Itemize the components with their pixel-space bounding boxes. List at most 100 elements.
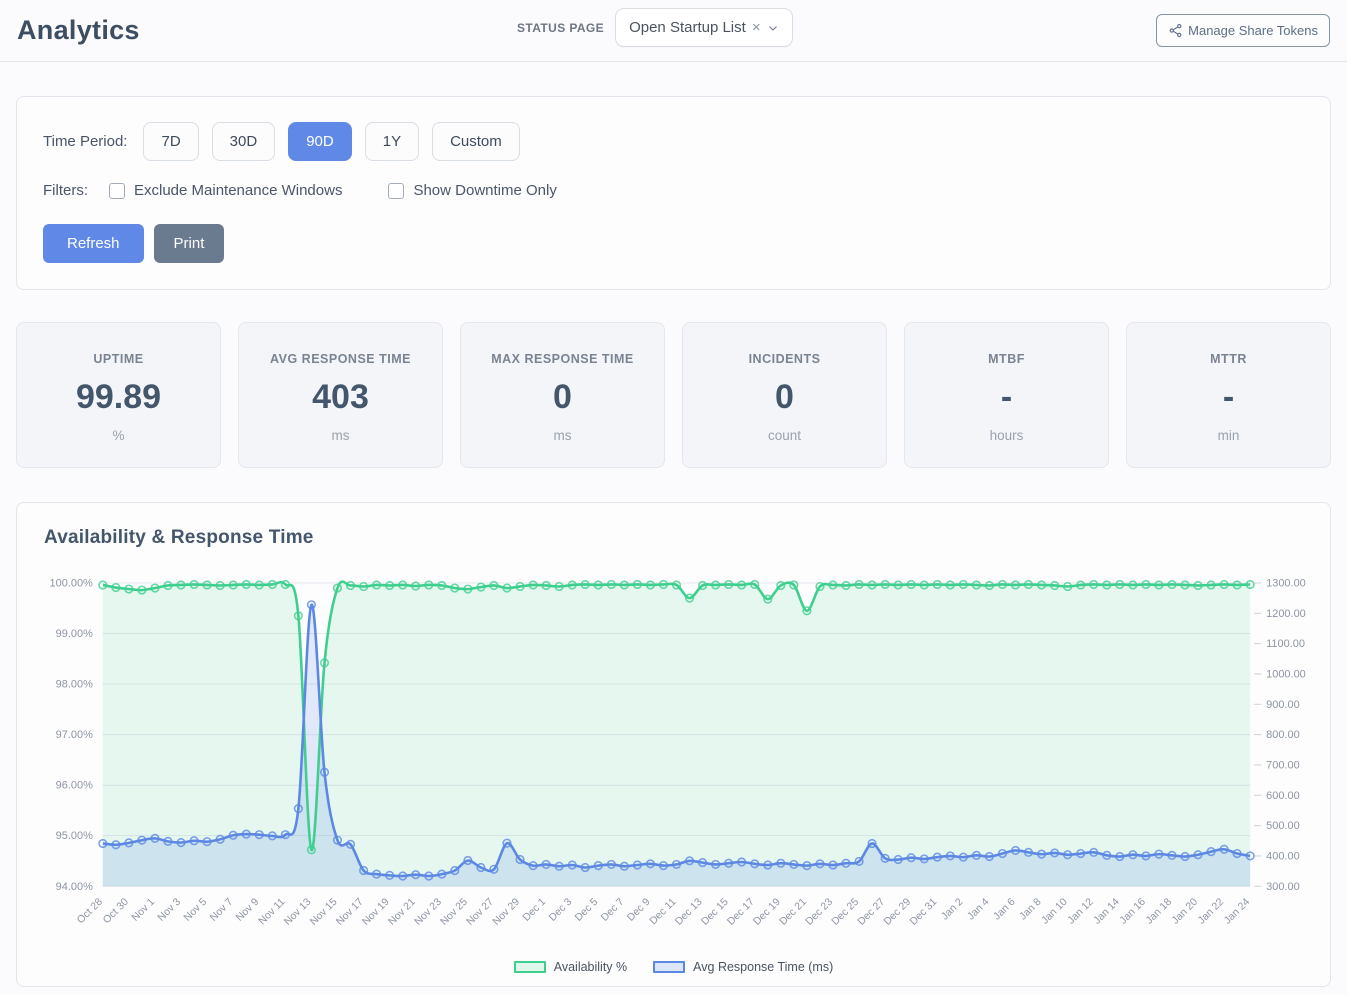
svg-text:900.00: 900.00: [1266, 699, 1300, 711]
svg-text:94.00%: 94.00%: [56, 881, 93, 893]
svg-text:98.00%: 98.00%: [56, 679, 93, 691]
svg-text:Dec 19: Dec 19: [752, 896, 783, 927]
availability-response-chart: 94.00% 95.00% 96.00% 97.00% 98.00% 99.00% 100.…: [50, 577, 1306, 927]
period-button-custom[interactable]: Custom: [432, 122, 520, 161]
time-period-label: Time Period:: [43, 133, 128, 150]
stat-title: MAX RESPONSE TIME: [491, 352, 634, 366]
svg-text:Nov 1: Nov 1: [130, 896, 157, 923]
svg-text:Dec 21: Dec 21: [778, 896, 809, 927]
svg-text:Jan 18: Jan 18: [1144, 896, 1174, 926]
manage-share-tokens-button[interactable]: Manage Share Tokens: [1156, 14, 1330, 47]
svg-text:Dec 3: Dec 3: [547, 896, 574, 923]
filters-label: Filters:: [43, 182, 88, 199]
svg-text:Nov 17: Nov 17: [334, 896, 365, 927]
svg-text:Nov 3: Nov 3: [156, 896, 183, 923]
svg-text:96.00%: 96.00%: [56, 780, 93, 792]
filters-panel: Time Period: 7D 30D 90D 1Y Custom Filter…: [16, 96, 1331, 290]
status-page-label: STATUS PAGE: [517, 20, 605, 35]
stats-row: UPTIME 99.89 % AVG RESPONSE TIME 403 ms …: [16, 322, 1331, 468]
svg-text:Jan 2: Jan 2: [940, 896, 966, 922]
chevron-down-icon: [768, 25, 777, 31]
manage-share-tokens-label: Manage Share Tokens: [1188, 23, 1318, 38]
stat-card-incidents: INCIDENTS 0 count: [682, 322, 887, 468]
stat-unit: hours: [989, 428, 1024, 443]
show-downtime-checkbox[interactable]: [388, 182, 405, 199]
svg-text:Oct 28: Oct 28: [75, 896, 105, 926]
stat-value: -: [1222, 378, 1235, 416]
stat-unit: ms: [553, 428, 572, 443]
svg-text:Dec 25: Dec 25: [830, 896, 861, 927]
svg-text:Dec 17: Dec 17: [726, 896, 757, 927]
stat-title: MTTR: [1210, 352, 1247, 366]
svg-text:Jan 16: Jan 16: [1118, 896, 1148, 926]
svg-text:300.00: 300.00: [1266, 881, 1300, 893]
svg-text:400.00: 400.00: [1266, 850, 1300, 862]
svg-text:1300.00: 1300.00: [1266, 577, 1306, 589]
svg-text:1100.00: 1100.00: [1266, 638, 1305, 650]
svg-text:Dec 11: Dec 11: [648, 896, 679, 927]
svg-text:Nov 13: Nov 13: [282, 896, 313, 927]
svg-text:Nov 5: Nov 5: [182, 896, 209, 923]
svg-text:Dec 23: Dec 23: [804, 896, 835, 927]
stat-value: 0: [553, 378, 572, 416]
svg-text:Jan 14: Jan 14: [1092, 896, 1122, 926]
period-button-7d[interactable]: 7D: [143, 122, 199, 161]
stat-value: 0: [775, 378, 794, 416]
period-button-1y[interactable]: 1Y: [364, 122, 420, 161]
period-button-90d[interactable]: 90D: [288, 122, 352, 161]
svg-text:800.00: 800.00: [1266, 729, 1300, 741]
svg-text:Nov 21: Nov 21: [387, 896, 418, 927]
svg-text:Nov 23: Nov 23: [413, 896, 444, 927]
exclude-maintenance-label: Exclude Maintenance Windows: [134, 182, 343, 199]
stat-title: MTBF: [988, 352, 1025, 366]
clear-selection-icon[interactable]: ×: [751, 19, 761, 36]
svg-text:1200.00: 1200.00: [1266, 608, 1306, 620]
stat-title: UPTIME: [93, 352, 144, 366]
stat-title: AVG RESPONSE TIME: [270, 352, 411, 366]
stat-card-mtbf: MTBF - hours: [904, 322, 1109, 468]
svg-text:Dec 1: Dec 1: [521, 896, 548, 923]
svg-text:600.00: 600.00: [1266, 790, 1300, 802]
filter-checkbox-row: Filters: Exclude Maintenance Windows Sho…: [43, 182, 1304, 199]
stat-unit: count: [767, 428, 802, 443]
chart-panel: Availability & Response Time 94.00% 95.00…: [16, 502, 1331, 988]
exclude-maintenance-checkbox-item[interactable]: Exclude Maintenance Windows: [109, 182, 342, 199]
stat-card-max-response-time: MAX RESPONSE TIME 0 ms: [460, 322, 665, 468]
svg-text:Dec 15: Dec 15: [700, 896, 731, 927]
svg-text:Nov 25: Nov 25: [439, 896, 470, 927]
svg-text:Nov 7: Nov 7: [208, 896, 235, 923]
stat-value: 99.89: [75, 378, 162, 416]
svg-text:Jan 12: Jan 12: [1066, 896, 1096, 926]
svg-text:Nov 27: Nov 27: [465, 896, 496, 927]
svg-text:Jan 10: Jan 10: [1040, 896, 1070, 926]
exclude-maintenance-checkbox[interactable]: [109, 182, 125, 199]
svg-text:Dec 7: Dec 7: [599, 896, 626, 923]
stat-unit: %: [112, 428, 125, 443]
svg-text:95.00%: 95.00%: [56, 830, 93, 842]
svg-text:Nov 15: Nov 15: [308, 896, 339, 927]
refresh-button[interactable]: Refresh: [43, 224, 144, 263]
stat-card-uptime: UPTIME 99.89 %: [16, 322, 221, 468]
stat-title: INCIDENTS: [748, 352, 821, 366]
response-time-swatch-icon: [653, 961, 686, 974]
svg-text:Dec 29: Dec 29: [882, 896, 913, 927]
stat-unit: min: [1217, 428, 1240, 443]
period-button-30d[interactable]: 30D: [211, 122, 276, 161]
app-header: Analytics STATUS PAGE Open Startup List …: [0, 0, 1347, 62]
svg-text:Dec 31: Dec 31: [908, 896, 939, 927]
svg-text:Dec 13: Dec 13: [673, 896, 704, 927]
chart-title: Availability & Response Time: [44, 527, 314, 548]
print-button[interactable]: Print: [153, 224, 225, 263]
page-title: Analytics: [17, 15, 140, 45]
svg-text:Dec 5: Dec 5: [573, 896, 600, 923]
svg-text:100.00%: 100.00%: [50, 577, 94, 589]
legend-item-response-time[interactable]: Avg Response Time (ms): [653, 960, 833, 974]
status-page-select[interactable]: Open Startup List ×: [615, 8, 793, 47]
legend-item-availability[interactable]: Availability %: [513, 960, 627, 974]
show-downtime-checkbox-item[interactable]: Show Downtime Only: [388, 182, 557, 199]
svg-text:1000.00: 1000.00: [1266, 668, 1306, 680]
legend-label-response-time: Avg Response Time (ms): [693, 960, 834, 975]
stat-card-avg-response-time: AVG RESPONSE TIME 403 ms: [238, 322, 443, 468]
time-period-row: Time Period: 7D 30D 90D 1Y Custom: [43, 122, 1304, 161]
svg-text:Oct 30: Oct 30: [101, 896, 131, 926]
